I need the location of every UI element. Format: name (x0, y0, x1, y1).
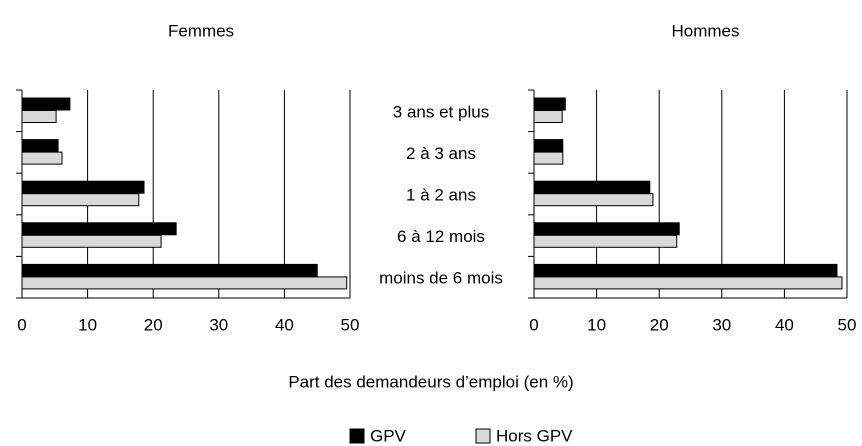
category-label: 3 ans et plus (393, 102, 489, 121)
bar (533, 193, 654, 207)
bar (533, 222, 680, 236)
bar (533, 139, 564, 153)
x-tick-label: 10 (78, 315, 97, 334)
x-tick-label: 40 (275, 315, 294, 334)
bar (533, 97, 566, 111)
legend-label: GPV (370, 426, 407, 445)
bar (21, 110, 57, 123)
bar (21, 263, 318, 277)
bar (533, 263, 838, 277)
x-tick-label: 20 (650, 315, 669, 334)
x-axis-label: Part des demandeurs d’emploi (en %) (288, 372, 573, 391)
category-label: 1 à 2 ans (406, 185, 476, 204)
x-tick-label: 30 (209, 315, 228, 334)
x-tick-label: 50 (341, 315, 360, 334)
bar (21, 234, 162, 248)
bar (21, 139, 59, 153)
x-tick-label: 0 (17, 315, 26, 334)
x-tick-label: 10 (587, 315, 606, 334)
bar (533, 180, 651, 194)
bar (533, 276, 843, 290)
bar (21, 276, 348, 290)
x-tick-label: 0 (529, 315, 538, 334)
bar (533, 234, 678, 248)
bar (533, 151, 564, 165)
bar (21, 193, 140, 207)
bar (533, 110, 563, 123)
x-tick-label: 30 (712, 315, 731, 334)
x-tick-label: 20 (144, 315, 163, 334)
bar (21, 97, 71, 111)
x-tick-label: 40 (775, 315, 794, 334)
category-label: 6 à 12 mois (397, 227, 485, 246)
legend-swatch (349, 428, 365, 444)
category-label: moins de 6 mois (379, 269, 503, 288)
legend-swatch (475, 428, 491, 444)
bar (21, 180, 145, 194)
category-label: 2 à 3 ans (406, 144, 476, 163)
panel-title: Hommes (671, 21, 739, 40)
x-tick-label: 50 (838, 315, 857, 334)
bar (21, 151, 63, 165)
bar (21, 222, 177, 236)
legend-label: Hors GPV (496, 426, 573, 445)
panel-title: Femmes (168, 21, 234, 40)
